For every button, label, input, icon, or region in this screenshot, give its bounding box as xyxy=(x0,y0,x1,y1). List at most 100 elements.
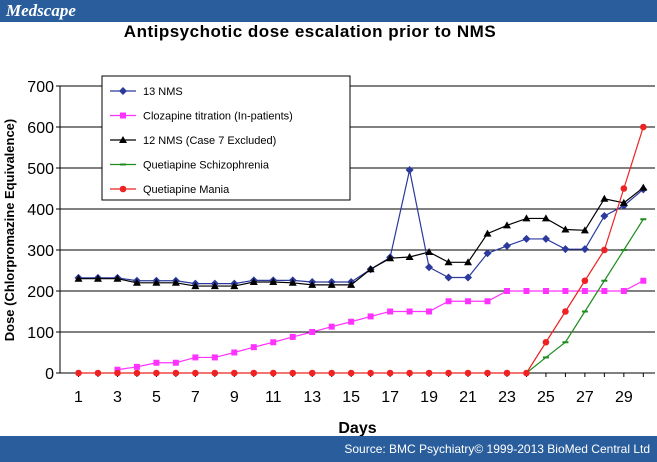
y-tick-label: 0 xyxy=(45,366,54,383)
data-point xyxy=(503,369,511,377)
data-point xyxy=(210,282,219,290)
data-point xyxy=(580,245,589,254)
data-point xyxy=(114,369,121,377)
data-point xyxy=(620,185,628,192)
data-point xyxy=(153,359,160,366)
data-point xyxy=(600,211,609,220)
x-tick-label: 7 xyxy=(191,389,200,406)
data-point xyxy=(483,229,492,237)
data-point xyxy=(328,323,335,330)
data-point xyxy=(250,344,257,351)
data-point xyxy=(464,369,472,377)
data-point xyxy=(444,258,453,266)
data-point xyxy=(211,354,218,361)
data-point xyxy=(562,308,569,315)
x-tick-label: 27 xyxy=(576,389,594,406)
data-point xyxy=(542,338,550,346)
data-point xyxy=(406,369,413,377)
source-credit: Source: BMC Psychiatry© 1999-2013 BioMed… xyxy=(344,442,650,456)
data-point xyxy=(484,298,491,305)
data-point xyxy=(348,318,355,325)
data-point xyxy=(640,123,647,131)
y-tick-label: 500 xyxy=(27,161,54,178)
series-quetiapine-mania xyxy=(75,123,647,377)
data-point xyxy=(600,194,609,202)
data-point xyxy=(581,288,588,294)
data-point xyxy=(601,288,608,294)
data-point xyxy=(523,288,530,294)
data-point xyxy=(561,225,570,233)
x-tick-label: 13 xyxy=(303,389,321,406)
legend-label: Clozapine titration (In-patients) xyxy=(143,111,293,123)
header-bar: Medscape xyxy=(0,0,657,22)
x-tick-label: 11 xyxy=(265,389,282,406)
data-point xyxy=(405,166,414,175)
data-point xyxy=(133,369,141,377)
y-axis-label: Dose (Chlorpromazine Equivalence) xyxy=(2,119,17,342)
data-point xyxy=(347,280,356,288)
data-point xyxy=(367,369,374,377)
data-point xyxy=(386,254,395,262)
x-tick-label: 21 xyxy=(459,389,477,406)
data-point xyxy=(93,274,102,282)
data-point xyxy=(152,278,161,286)
data-point xyxy=(601,246,608,254)
data-point xyxy=(561,245,570,254)
data-point xyxy=(639,183,648,191)
legend-label: Quetiapine Schizophrenia xyxy=(143,160,270,172)
data-point xyxy=(309,329,316,335)
data-point xyxy=(484,369,491,377)
data-point xyxy=(192,369,199,377)
legend-label: 13 NMS xyxy=(143,86,183,98)
data-point xyxy=(405,252,414,260)
data-point xyxy=(541,234,550,243)
chart-title: Antipsychotic dose escalation prior to N… xyxy=(123,22,497,41)
data-point xyxy=(502,241,511,250)
data-point xyxy=(406,308,413,315)
legend-marker xyxy=(119,136,127,143)
data-point xyxy=(288,278,297,286)
data-point xyxy=(502,221,511,229)
data-point xyxy=(640,277,647,284)
data-point xyxy=(366,265,375,273)
footer-bar: Source: BMC Psychiatry© 1999-2013 BioMed… xyxy=(0,436,657,462)
data-point xyxy=(347,369,355,377)
series-line xyxy=(78,187,644,287)
data-point xyxy=(308,369,316,377)
x-tick-label: 9 xyxy=(230,389,239,406)
data-point xyxy=(580,226,589,234)
x-tick-label: 19 xyxy=(420,389,438,406)
series-line xyxy=(117,280,644,371)
data-point xyxy=(367,313,374,320)
data-point xyxy=(308,280,317,288)
data-point xyxy=(192,354,199,361)
medscape-logo: Medscape xyxy=(6,1,76,20)
data-point xyxy=(387,308,394,315)
y-tick-label: 600 xyxy=(27,120,54,137)
x-tick-label: 23 xyxy=(498,389,516,406)
data-point xyxy=(132,278,141,286)
data-point xyxy=(425,263,434,272)
data-point xyxy=(211,369,219,377)
legend-marker xyxy=(119,185,127,193)
legend-label: 12 NMS (Case 7 Excluded) xyxy=(143,135,276,147)
data-point xyxy=(522,214,531,222)
data-point xyxy=(153,369,160,377)
x-tick-label: 17 xyxy=(381,389,399,406)
data-point xyxy=(230,282,239,290)
data-point xyxy=(191,282,200,290)
data-point xyxy=(522,234,531,243)
legend-marker xyxy=(120,112,126,119)
data-point xyxy=(249,277,258,285)
data-point xyxy=(542,288,549,294)
y-tick-label: 200 xyxy=(27,284,54,301)
data-point xyxy=(426,308,433,315)
y-tick-label: 300 xyxy=(27,243,54,260)
data-point xyxy=(562,288,569,294)
data-point xyxy=(250,369,258,377)
data-point xyxy=(289,333,296,340)
data-point xyxy=(445,298,452,305)
x-tick-label: 3 xyxy=(113,389,122,406)
data-point xyxy=(445,369,452,377)
x-axis-label: Days xyxy=(338,420,376,437)
